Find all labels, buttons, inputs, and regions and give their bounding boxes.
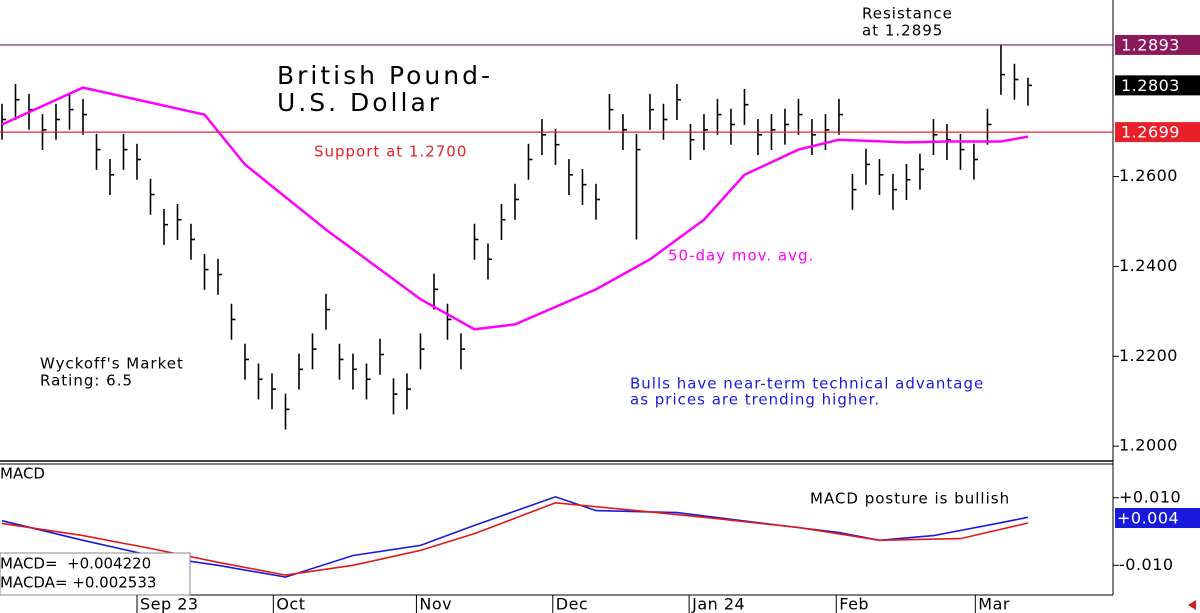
ma-note: 50-day mov. avg. xyxy=(668,247,814,265)
x-tick-label: Oct xyxy=(276,595,305,613)
y-tick-label: 1.2600 xyxy=(1119,166,1178,185)
panel-title: MACD xyxy=(0,465,45,483)
readout: MACD= +0.004220 xyxy=(0,555,151,573)
readout: MACDA= +0.002533 xyxy=(0,574,156,592)
y-tick-label: -0.010 xyxy=(1119,555,1174,574)
value-label: +0.004 xyxy=(1117,509,1179,528)
chart-title: British Pound- xyxy=(277,61,493,90)
price-label-box xyxy=(1115,75,1200,96)
rating-note: Wyckoff's Market xyxy=(40,355,184,373)
resistance-note: Resistance xyxy=(862,5,953,23)
readout-box xyxy=(0,552,191,596)
x-tick-label: Feb xyxy=(839,595,869,613)
y-tick-label: 1.2000 xyxy=(1119,436,1178,455)
x-tick-label: Nov xyxy=(419,595,452,613)
scroll-arrow[interactable] xyxy=(1188,600,1196,610)
moving-average xyxy=(1,86,1029,331)
resistance-note: at 1.2895 xyxy=(862,22,943,40)
price-label: 1.2699 xyxy=(1121,123,1180,142)
x-tick-label: Sep 23 xyxy=(140,595,199,613)
price-label: 1.2893 xyxy=(1121,35,1180,54)
y-tick-label: +0.010 xyxy=(1119,487,1181,506)
chart-title: U.S. Dollar xyxy=(277,88,442,117)
comment-note: Bulls have near-term technical advantage xyxy=(630,375,984,393)
y-tick-label: 1.2400 xyxy=(1119,256,1178,275)
rating-note: Rating: 6.5 xyxy=(40,372,133,390)
price-label-box xyxy=(1115,34,1200,55)
price-label: 1.2803 xyxy=(1121,76,1180,95)
macd-note: MACD posture is bullish xyxy=(810,490,1010,508)
price-label-box xyxy=(1115,122,1200,143)
x-tick-label: Jan 24 xyxy=(691,595,745,613)
comment-note: as prices are trending higher. xyxy=(630,391,880,409)
value-label-box xyxy=(1115,508,1200,529)
x-tick-label: Dec xyxy=(556,595,588,613)
macd-line xyxy=(1,495,1029,578)
support-note: Support at 1.2700 xyxy=(314,143,467,161)
x-tick-label: Mar xyxy=(978,595,1010,613)
y-tick-label: 1.2200 xyxy=(1119,346,1178,365)
